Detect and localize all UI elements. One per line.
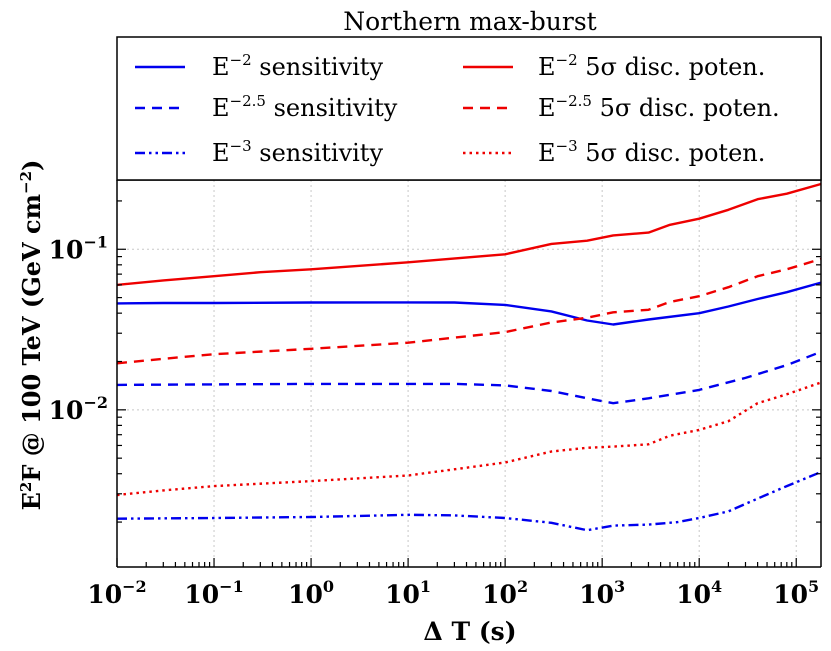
y-axis-label: E2F @ 100 TeV (GeV cm−2) [17, 160, 46, 511]
y-axis-label-part: E [17, 492, 46, 510]
y-axis-label-sup: −2 [17, 171, 35, 194]
x-tick-exp: 2 [517, 577, 528, 596]
legend-label-base: E [538, 53, 556, 81]
y-axis-label-sup: 2 [17, 482, 35, 492]
legend-label-rest: sensitivity [266, 94, 398, 122]
y-tick-label: 10−2 [49, 393, 108, 425]
x-tick-label: 102 [482, 577, 528, 609]
legend-label-exp: −2.5 [556, 92, 592, 110]
series-line-1 [116, 281, 822, 326]
legend-label-rest: 5σ disc. poten. [592, 94, 780, 122]
x-axis-label: Δ T (s) [423, 617, 516, 646]
x-tick-exp: 5 [808, 577, 819, 596]
x-tick-label: 10−2 [87, 577, 146, 609]
x-axis-ticks: 10−2 10−1 100 101 102 103 104 105 [87, 558, 819, 609]
x-tick-base: 10 [385, 580, 420, 609]
x-tick-base: 10 [87, 580, 122, 609]
x-tick-label: 100 [288, 577, 334, 609]
legend-label-base: E [212, 94, 230, 122]
x-tick-base: 10 [676, 580, 711, 609]
x-tick-base: 10 [288, 580, 323, 609]
legend-label-base: E [538, 94, 556, 122]
legend-label-rest: 5σ disc. poten. [578, 139, 766, 167]
legend-label-base: E [538, 139, 556, 167]
y-tick-base: 10 [49, 235, 84, 264]
x-tick-exp: 4 [711, 577, 722, 596]
x-tick-exp: 3 [614, 577, 625, 596]
legend-label-exp: −3 [230, 137, 252, 155]
series-line-4 [116, 182, 822, 287]
legend-label-exp: −2.5 [230, 92, 266, 110]
y-tick-label: 10−1 [49, 232, 108, 264]
legend-label-1: E−2 sensitivity [212, 51, 383, 81]
series-line-2 [116, 350, 822, 405]
x-tick-base: 10 [184, 580, 219, 609]
x-tick-label: 103 [579, 577, 625, 609]
legend-label-6: E−3 5σ disc. poten. [538, 137, 765, 167]
legend-label-5: E−2.5 5σ disc. poten. [538, 92, 780, 122]
x-tick-base: 10 [773, 580, 808, 609]
x-tick-exp: 1 [420, 577, 431, 596]
y-tick-exp: −2 [83, 393, 108, 412]
series-line-3 [116, 470, 822, 532]
x-tick-label: 101 [385, 577, 431, 609]
legend-label-rest: sensitivity [252, 53, 384, 81]
series-line-5 [116, 257, 822, 365]
y-tick-exp: −1 [83, 232, 108, 251]
series-layer [116, 182, 822, 532]
x-tick-exp: −1 [219, 577, 244, 596]
legend-label-exp: −2 [556, 51, 578, 69]
x-tick-label: 10−1 [184, 577, 243, 609]
x-tick-exp: −2 [122, 577, 147, 596]
legend-label-2: E−2.5 sensitivity [212, 92, 398, 122]
grid-layer [116, 180, 821, 567]
legend-label-base: E [212, 53, 230, 81]
legend-label-rest: 5σ disc. poten. [578, 53, 766, 81]
legend-label-4: E−2 5σ disc. poten. [538, 51, 765, 81]
x-tick-label: 104 [676, 577, 722, 609]
y-tick-base: 10 [49, 396, 84, 425]
x-tick-base: 10 [482, 580, 517, 609]
legend-label-rest: sensitivity [252, 139, 384, 167]
x-tick-base: 10 [579, 580, 614, 609]
y-axis-label-part: ) [17, 160, 46, 171]
y-axis-label-part: F @ 100 TeV (GeV cm [17, 194, 46, 482]
y-axis-ticks: 10−110−2 [49, 200, 821, 523]
x-tick-exp: 0 [323, 577, 334, 596]
x-tick-label: 105 [773, 577, 819, 609]
legend-label-exp: −3 [556, 137, 578, 155]
chart-title: Northern max-burst [343, 7, 596, 36]
legend-label-exp: −2 [230, 51, 252, 69]
legend-label-3: E−3 sensitivity [212, 137, 383, 167]
legend-label-base: E [212, 139, 230, 167]
